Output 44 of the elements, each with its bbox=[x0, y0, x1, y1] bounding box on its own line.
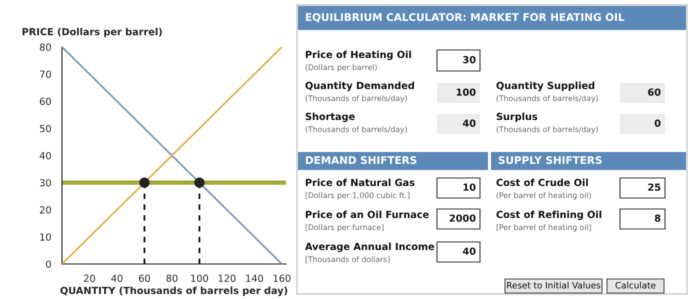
y-axis-title: PRICE (Dollars per barrel) bbox=[22, 28, 162, 38]
text: 40 bbox=[462, 247, 476, 255]
y-tick-label: 0 bbox=[46, 260, 51, 268]
text: Quantity Supplied bbox=[496, 82, 594, 92]
y-tick-label: 10 bbox=[40, 233, 51, 241]
text: 40 bbox=[462, 119, 476, 127]
text: 0 bbox=[654, 119, 661, 127]
text: 60 bbox=[648, 88, 661, 96]
y-tick-label: 80 bbox=[40, 43, 51, 51]
text: Shortage bbox=[306, 112, 355, 122]
text: Cost of Crude Oil bbox=[496, 178, 588, 186]
text: Calculate bbox=[616, 282, 656, 289]
text: EQUILIBRIUM CALCULATOR: MARKET FOR HEATING OIL bbox=[306, 13, 624, 22]
text: Price of Heating Oil bbox=[306, 50, 411, 60]
text: 8 bbox=[654, 214, 660, 222]
y-tick-label: 30 bbox=[40, 179, 51, 186]
y-tick-label: 20 bbox=[40, 206, 51, 214]
text: Quantity Demanded bbox=[305, 82, 414, 92]
text: Price of Natural Gas bbox=[306, 178, 414, 186]
text: 30 bbox=[463, 56, 476, 64]
x-axis-title: QUANTITY (Thousands of barrels per day) bbox=[60, 286, 288, 296]
text: Surplus bbox=[496, 112, 538, 122]
text: 10 bbox=[464, 183, 476, 191]
text: Reset to Initial Values bbox=[507, 282, 600, 289]
x-tick-label: 20 bbox=[84, 274, 96, 282]
text: Average Annual Income bbox=[305, 242, 434, 252]
y-tick-label: 40 bbox=[40, 152, 51, 160]
x-tick-label: 40 bbox=[111, 274, 123, 282]
y-tick-label: 60 bbox=[40, 98, 51, 106]
x-tick-label: 60 bbox=[138, 274, 150, 282]
x-tick-label: 80 bbox=[166, 274, 178, 282]
text: DEMAND SHIFTERS bbox=[306, 156, 416, 164]
y-tick-label: 50 bbox=[40, 124, 51, 132]
text: Cost of Refining Oil bbox=[496, 210, 602, 220]
x-tick-label: 140 bbox=[246, 274, 264, 282]
x-tick-label: 100 bbox=[191, 274, 208, 282]
x-tick-label: 160 bbox=[274, 274, 291, 282]
text: Price of an Oil Furnace bbox=[306, 210, 429, 218]
text: 2000 bbox=[450, 214, 476, 222]
y-tick-label: 70 bbox=[40, 70, 51, 78]
text: 25 bbox=[648, 183, 660, 191]
text: SUPPLY SHIFTERS bbox=[498, 156, 602, 164]
text: 100 bbox=[456, 88, 476, 96]
x-tick-label: 120 bbox=[218, 274, 236, 282]
